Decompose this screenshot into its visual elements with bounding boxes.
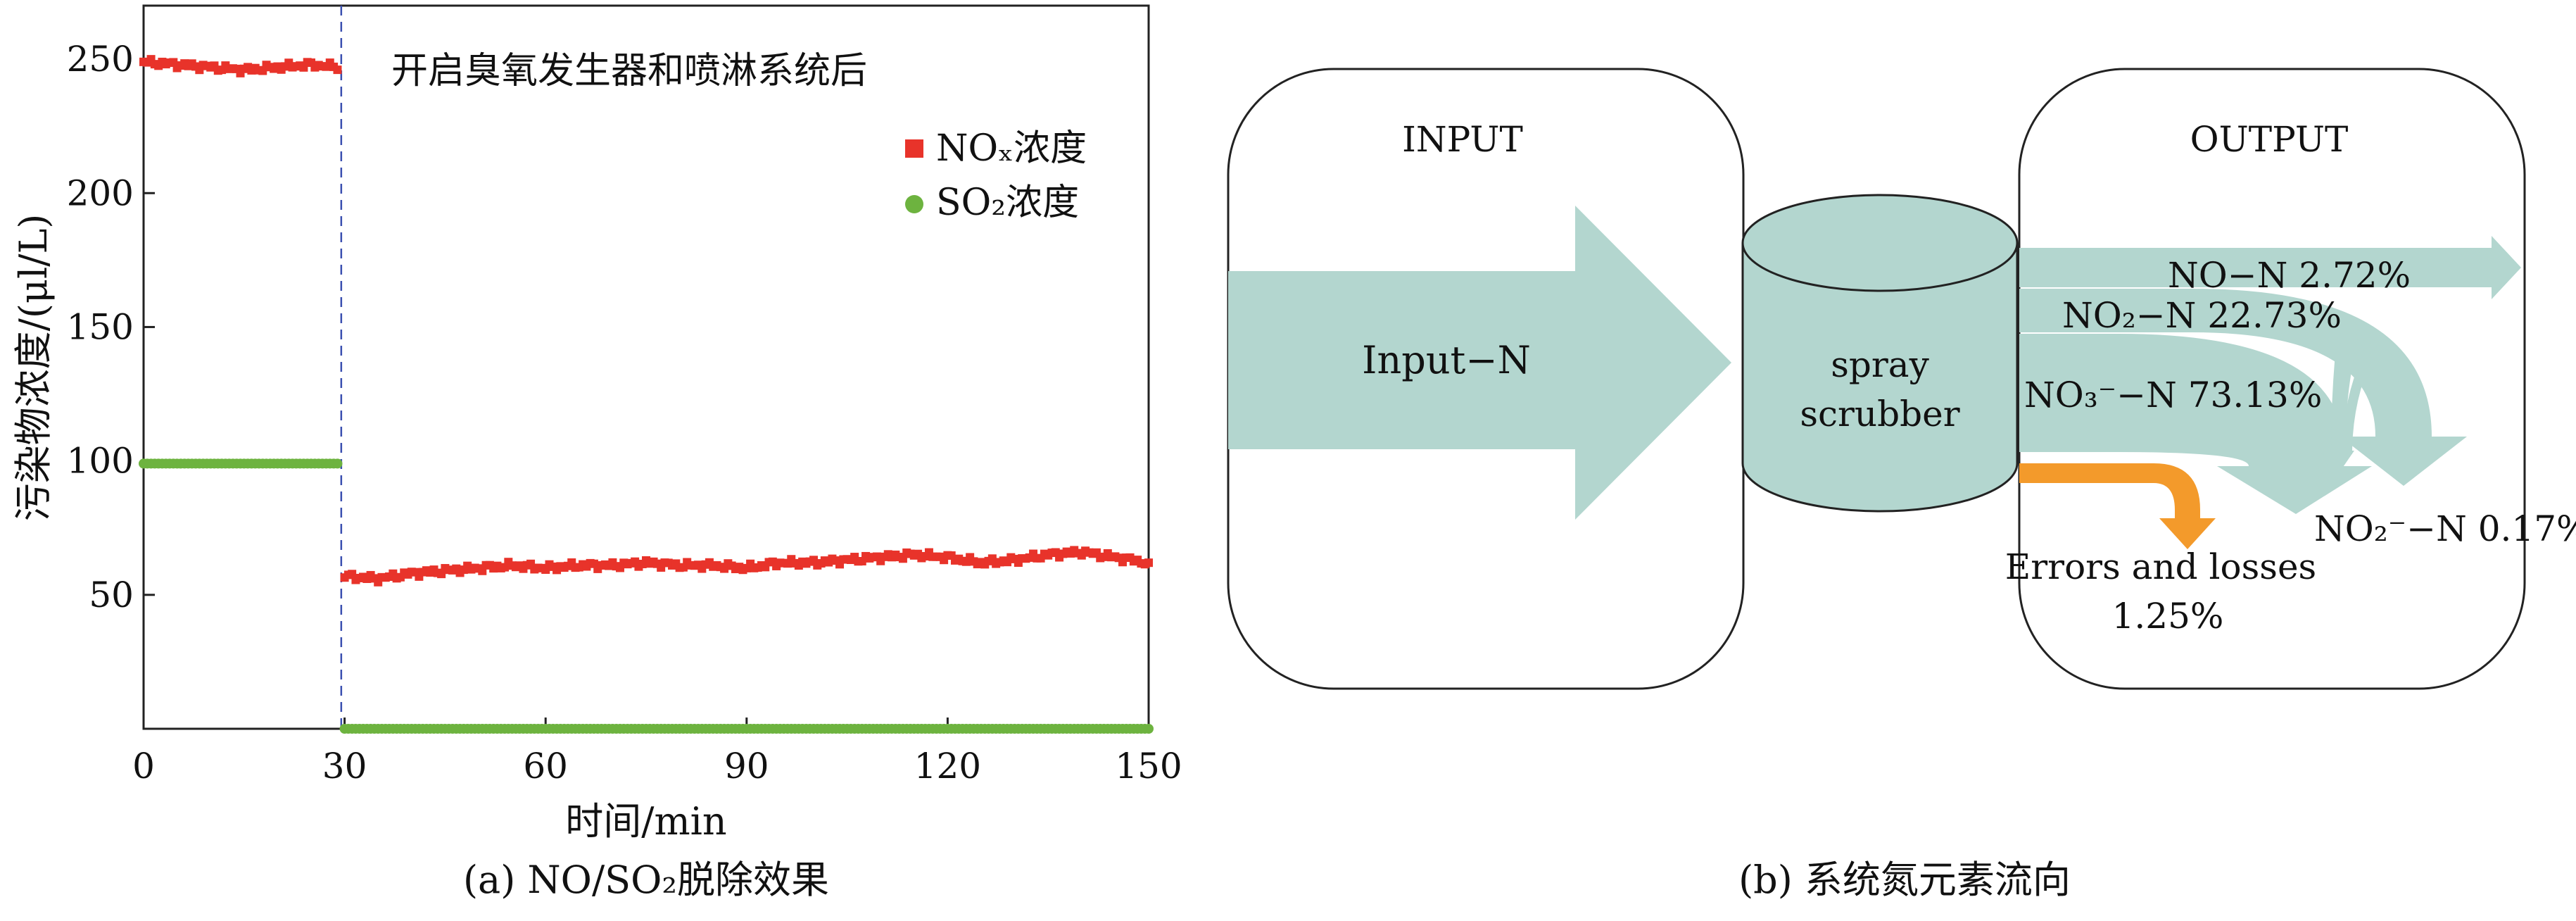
annotation-text: 开启臭氧发生器和喷淋系统后 [391,50,867,92]
x-axis-title: 时间/min [565,799,726,844]
y-tick-label: 150 [67,306,134,347]
flow-arrow-no3 [2019,334,2372,514]
data-point [1144,558,1153,568]
cylinder-top [1741,194,2019,292]
input-arrow [1228,206,1731,520]
output-title: OUTPUT [2190,119,2349,160]
x-tick-label: 60 [523,746,568,787]
legend-label-so2: SO₂浓度 [936,182,1079,224]
x-tick-label: 150 [1115,746,1182,787]
scrubber-label-line2: scrubber [1800,394,1959,434]
flow-label-no: NO−N 2.72% [2168,255,2411,296]
errors-label-line1: Errors and losses [2005,546,2316,587]
data-point [333,65,342,75]
plot-frame [142,4,1150,730]
data-point [332,458,343,469]
chart-caption: (a) NO/SO₂脱除效果 [463,858,829,902]
x-tick-label: 90 [724,746,769,787]
legend: NOₓ浓度 SO₂浓度 [905,127,1087,224]
flow-label-no3: NO₃⁻−N 73.13% [2024,375,2322,415]
series-1 [139,458,1154,734]
series-0 [139,55,1153,587]
flow-label-no2minus: NO₂⁻−N 0.17% [2314,508,2576,549]
errors-label-line2: 1.25% [2112,596,2224,637]
flow-arrow-no2minus [2323,338,2358,482]
y-tick-label: 50 [89,575,134,615]
y-tick-label: 200 [67,173,134,213]
spray-scrubber-cylinder: spray scrubber [1741,194,2019,513]
y-axis-ticks: 50 100 150 200 250 [67,39,155,615]
y-tick-label: 250 [67,39,134,80]
legend-marker-so2 [905,195,923,213]
y-tick-label: 100 [67,441,134,482]
x-tick-label: 30 [322,746,367,787]
flow-arrow-no [2019,236,2521,299]
series-layer [139,55,1154,734]
diagram-caption: (b) 系统氮元素流向 [1738,858,2071,902]
x-axis-ticks: 0 30 60 90 120 150 [132,718,1182,787]
x-tick-label: 0 [132,746,155,787]
chart-panel: 50 100 150 200 250 0 30 60 90 120 150 开启臭氧发生器和喷淋系… [11,4,1182,902]
diagram-panel: INPUT OUTPUT Input−N spray scrubber NO−N… [1227,68,2576,902]
x-tick-label: 120 [914,746,981,787]
cylinder-body [1741,243,2019,513]
legend-label-nox: NOₓ浓度 [936,127,1087,170]
y-axis-title: 污染物浓度/(μl/L) [11,214,56,522]
errors-arrow [2019,463,2216,549]
scrubber-label-line1: spray [1831,344,1929,385]
data-point [1144,724,1154,734]
input-label: Input−N [1362,338,1531,382]
flow-label-no2: NO₂−N 22.73% [2062,295,2342,336]
input-title: INPUT [1402,119,1523,160]
flow-arrow-no2minus-stem [2342,342,2378,455]
legend-marker-nox [905,139,923,158]
